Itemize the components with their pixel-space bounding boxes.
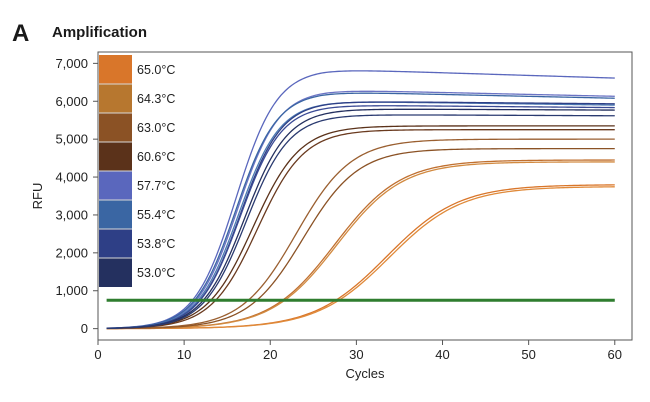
series-line [106,108,615,329]
panel-letter: A [12,20,30,47]
y-tick-label: 5,000 [55,132,88,147]
x-tick-label: 10 [177,347,191,362]
x-tick-label: 30 [349,347,363,362]
legend-label: 53.0°C [137,266,175,280]
legend-label: 63.0°C [137,121,175,135]
series-line [106,90,615,329]
series-line [106,129,615,329]
series-line [106,114,615,329]
legend: 65.0°C 64.3°C 63.0°C 60.6°C 57.7°C 55.4°C 53.8… [99,55,175,287]
legend-swatch [99,229,132,258]
chart-title: Amplification [52,24,148,41]
y-tick-label: 0 [81,321,88,336]
y-axis-ticks: 0 1,000 2,000 3,000 4,000 5,000 6,000 7,000 [55,56,98,336]
series-line [106,138,615,330]
y-tick-label: 1,000 [55,283,88,298]
legend-label: 53.8°C [137,237,175,251]
series-line [106,161,615,330]
x-tick-label: 50 [521,347,535,362]
legend-label: 65.0°C [137,63,175,77]
legend-swatch [99,258,132,287]
x-axis-ticks: 0 10 20 30 40 50 60 [94,340,622,362]
x-tick-label: 60 [608,347,622,362]
legend-label: 57.7°C [137,179,175,193]
series-line [106,92,615,329]
series-layer [106,70,615,330]
y-tick-label: 6,000 [55,94,88,109]
series-line [106,147,615,330]
y-tick-label: 7,000 [55,56,88,71]
x-tick-label: 40 [435,347,449,362]
x-tick-label: 20 [263,347,277,362]
y-tick-label: 4,000 [55,170,88,185]
y-tick-label: 2,000 [55,245,88,260]
series-line [106,184,615,330]
plot-frame [97,51,633,341]
x-axis-label: Cycles [345,366,385,381]
legend-swatch [99,200,132,229]
legend-swatch [99,142,132,171]
chart-axes [97,51,633,341]
series-line [106,125,615,329]
legend-label: 55.4°C [137,208,175,222]
series-line [106,159,615,330]
legend-swatch [99,113,132,142]
legend-label: 64.3°C [137,92,175,106]
legend-swatch [99,84,132,113]
series-line [106,105,615,329]
y-axis-label: RFU [30,183,45,210]
series-line [106,186,615,330]
legend-label: 60.6°C [137,150,175,164]
legend-swatch [99,55,132,84]
legend-swatch [99,171,132,200]
y-tick-label: 3,000 [55,207,88,222]
x-tick-label: 0 [94,347,101,362]
